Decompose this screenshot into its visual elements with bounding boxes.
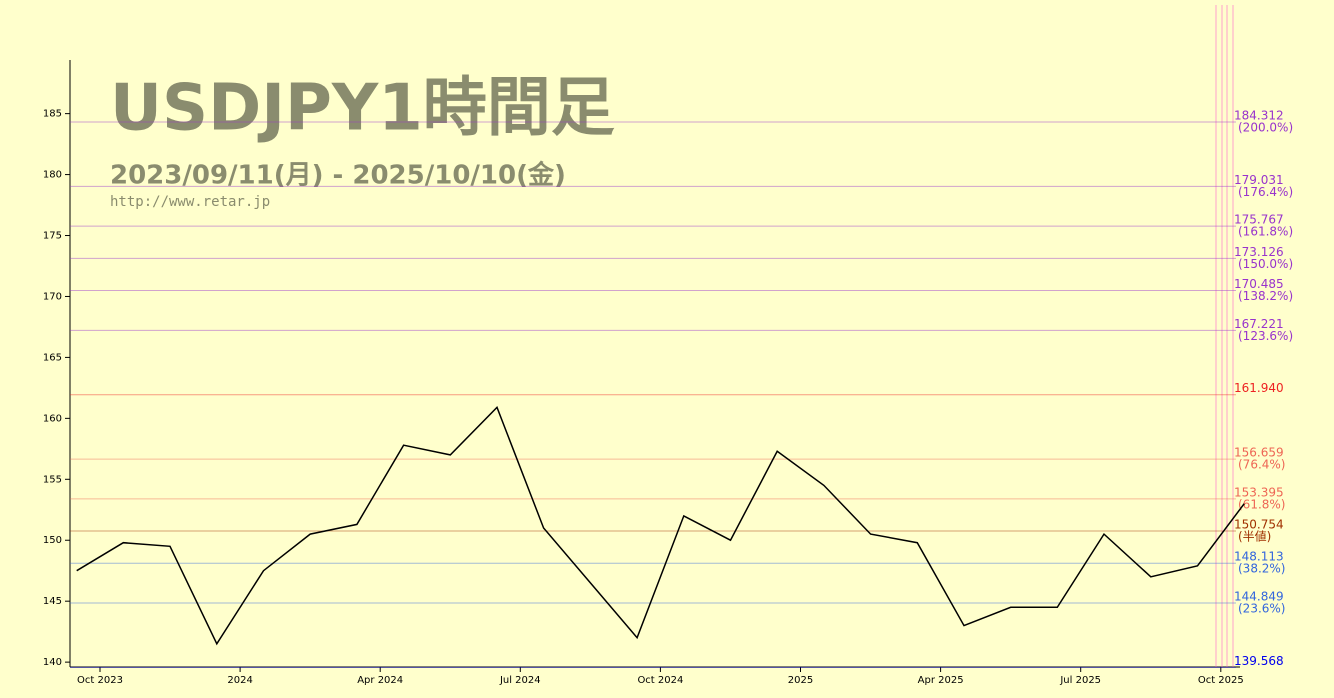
level-ratio: (200.0%) xyxy=(1238,121,1293,135)
y-tick-label: 150 xyxy=(43,535,62,546)
level-price: 161.940 xyxy=(1234,381,1284,395)
level-ratio: (176.4%) xyxy=(1238,185,1293,199)
x-tick-label: 2024 xyxy=(227,675,252,686)
level-ratio: (38.2%) xyxy=(1238,562,1285,576)
level-ratio: (123.6%) xyxy=(1238,329,1293,343)
y-tick-label: 185 xyxy=(43,109,62,120)
level-ratio: (23.6%) xyxy=(1238,602,1285,616)
watermark-url: http://www.retar.jp xyxy=(110,194,270,210)
level-price: 139.568 xyxy=(1234,654,1284,668)
level-price: 153.395 xyxy=(1234,485,1284,499)
level-price: 156.659 xyxy=(1234,446,1284,460)
level-price: 148.113 xyxy=(1234,550,1284,564)
price-line xyxy=(76,406,1245,646)
level-ratio: (61.8%) xyxy=(1238,497,1285,511)
level-ratio: (76.4%) xyxy=(1238,458,1285,472)
level-ratio: (半値) xyxy=(1238,529,1271,544)
level-price: 144.849 xyxy=(1234,590,1284,604)
watermark-title: USDJPY1時間足 xyxy=(110,72,615,146)
y-tick-label: 145 xyxy=(43,596,62,607)
level-price: 184.312 xyxy=(1234,109,1284,123)
x-tick-label: Oct 2024 xyxy=(637,675,683,686)
level-ratio: (150.0%) xyxy=(1238,257,1293,271)
x-tick-label: Jul 2025 xyxy=(1059,675,1101,686)
level-ratio: (138.2%) xyxy=(1238,289,1293,303)
y-tick-label: 160 xyxy=(43,413,62,424)
x-tick-label: 2025 xyxy=(788,675,813,686)
level-ratio: (161.8%) xyxy=(1238,225,1293,239)
level-price: 175.767 xyxy=(1234,213,1284,227)
x-tick-label: Apr 2024 xyxy=(357,675,403,686)
marker-lines xyxy=(1215,5,1234,667)
level-price: 173.126 xyxy=(1234,245,1284,259)
y-tick-label: 140 xyxy=(43,657,62,668)
level-price: 150.754 xyxy=(1234,518,1284,532)
y-tick-label: 155 xyxy=(43,474,62,485)
level-price: 179.031 xyxy=(1234,173,1284,187)
level-price: 170.485 xyxy=(1234,277,1284,291)
x-tick-label: Oct 2023 xyxy=(77,675,123,686)
level-price: 167.221 xyxy=(1234,317,1284,331)
y-tick-label: 165 xyxy=(43,352,62,363)
x-tick-label: Apr 2025 xyxy=(918,675,964,686)
x-tick-label: Jul 2024 xyxy=(499,675,541,686)
watermark-subtitle: 2023/09/11(月) - 2025/10/10(金) xyxy=(110,160,566,191)
y-tick-label: 180 xyxy=(43,170,62,181)
x-tick-label: Oct 2025 xyxy=(1198,675,1244,686)
y-tick-label: 175 xyxy=(43,231,62,242)
y-tick-label: 170 xyxy=(43,291,62,302)
